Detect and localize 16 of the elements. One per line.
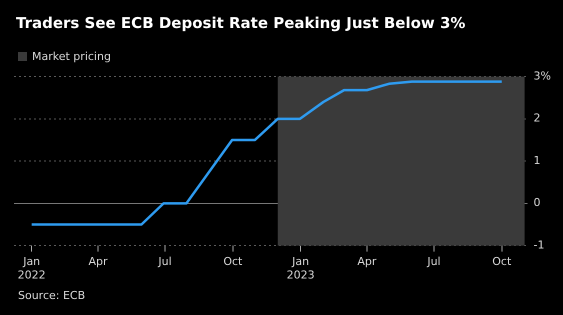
x-tick-label: Jan 2023 xyxy=(286,255,315,282)
x-tick-label: Oct xyxy=(223,255,244,268)
legend-label: Market pricing xyxy=(32,50,111,63)
chart-title: Traders See ECB Deposit Rate Peaking Just Below 3% xyxy=(16,14,466,32)
y-tick-label: 0 xyxy=(534,196,541,210)
source-note: Source: ECB xyxy=(18,289,86,302)
y-tick-label: 1 xyxy=(534,154,541,167)
x-tick-label: Jul xyxy=(157,255,172,268)
x-tick-label: Oct xyxy=(492,255,512,268)
x-tick-label: Jan 2022 xyxy=(18,255,46,282)
x-tick-label: Jul xyxy=(426,255,441,268)
y-tick-label: -1 xyxy=(534,238,545,252)
y-tick-label: 3% xyxy=(534,69,551,82)
y-tick-label: 2 xyxy=(534,112,541,125)
x-tick-label: Apr xyxy=(88,255,108,268)
x-tick-label: Apr xyxy=(357,255,377,268)
